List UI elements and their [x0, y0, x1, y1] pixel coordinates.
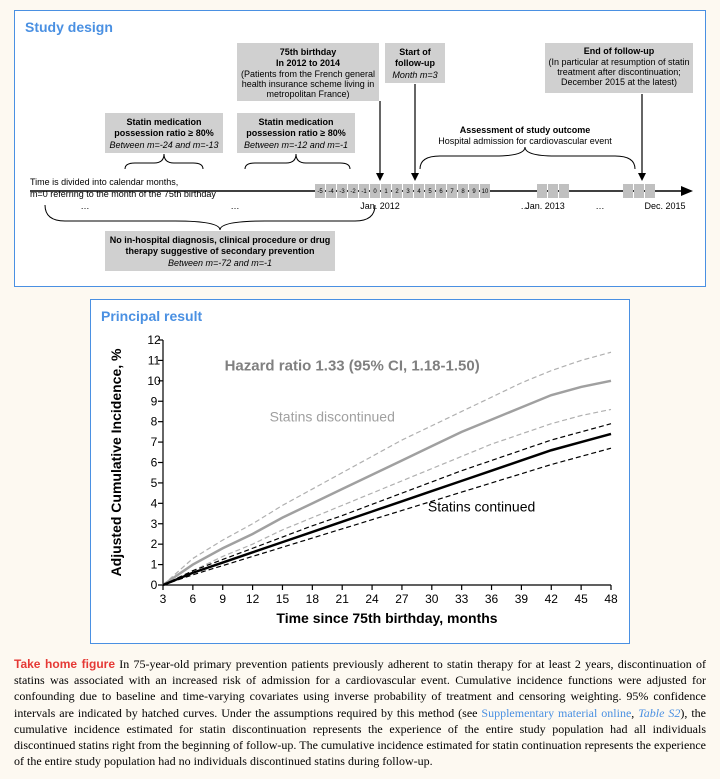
svg-text:10: 10: [147, 374, 161, 388]
svg-text:Month m=3: Month m=3: [392, 70, 437, 80]
svg-text:2: 2: [151, 537, 158, 551]
svg-text:No in-hospital diagnosis, clin: No in-hospital diagnosis, clinical proce…: [110, 235, 331, 245]
svg-text:possession ratio ≥ 80%: possession ratio ≥ 80%: [114, 128, 213, 138]
svg-text:Start of: Start of: [399, 47, 432, 57]
svg-text:24: 24: [365, 592, 379, 606]
svg-text:End of follow-up: End of follow-up: [584, 46, 655, 56]
svg-text:5: 5: [151, 476, 158, 490]
svg-text:12: 12: [147, 333, 161, 347]
svg-text:(In particular at resumption o: (In particular at resumption of statin: [548, 57, 689, 67]
svg-text:33: 33: [455, 592, 469, 606]
svg-text:-2: -2: [350, 189, 356, 195]
svg-text:42: 42: [545, 592, 559, 606]
svg-text:(Patients from the French gene: (Patients from the French general: [241, 69, 375, 79]
svg-text:Between m=-12 and m=-1: Between m=-12 and m=-1: [244, 140, 348, 150]
svg-text:12: 12: [246, 592, 260, 606]
svg-text:75th birthday: 75th birthday: [280, 47, 337, 57]
svg-text:health insurance scheme living: health insurance scheme living in: [242, 79, 375, 89]
svg-text:metropolitan France): metropolitan France): [266, 89, 349, 99]
svg-text:therapy suggestive of secondar: therapy suggestive of secondary preventi…: [125, 246, 314, 256]
svg-text:Dec. 2015: Dec. 2015: [644, 201, 685, 211]
svg-text:18: 18: [306, 592, 320, 606]
supp-material-link[interactable]: Supplementary material online: [481, 706, 631, 720]
svg-text:Statins continued: Statins continued: [428, 499, 535, 515]
svg-text:Statins discontinued: Statins discontinued: [270, 409, 395, 425]
svg-text:…: …: [231, 201, 240, 211]
svg-text:Jan. 2013: Jan. 2013: [525, 201, 565, 211]
svg-text:45: 45: [574, 592, 588, 606]
svg-text:6: 6: [190, 592, 197, 606]
figure-container: Study design 75th birthday In 2012 to 20…: [0, 0, 720, 779]
svg-text:6: 6: [151, 456, 158, 470]
svg-text:-5: -5: [317, 189, 323, 195]
principal-result-title: Principal result: [101, 308, 619, 324]
study-design-panel: Study design 75th birthday In 2012 to 20…: [14, 10, 706, 287]
svg-text:7: 7: [151, 435, 158, 449]
study-design-title: Study design: [25, 19, 695, 35]
svg-text:-1: -1: [361, 189, 367, 195]
svg-text:1: 1: [151, 558, 158, 572]
svg-text:9: 9: [151, 394, 158, 408]
svg-text:…: …: [81, 201, 90, 211]
svg-text:39: 39: [515, 592, 529, 606]
figure-caption: Take home figure In 75-year-old primary …: [14, 656, 706, 769]
svg-text:-4: -4: [328, 189, 334, 195]
svg-text:Between m=-72 and m=-1: Between m=-72 and m=-1: [168, 258, 272, 268]
svg-text:4: 4: [151, 496, 158, 510]
svg-text:Jan. 2012: Jan. 2012: [360, 201, 400, 211]
svg-text:48: 48: [604, 592, 618, 606]
svg-text:30: 30: [425, 592, 439, 606]
svg-text:…: …: [596, 201, 605, 211]
svg-text:0: 0: [151, 578, 158, 592]
svg-text:In 2012 to 2014: In 2012 to 2014: [276, 58, 340, 68]
svg-text:Time is divided into calendar: Time is divided into calendar months,: [30, 177, 178, 187]
svg-text:11: 11: [148, 353, 161, 367]
svg-text:Statin medication: Statin medication: [258, 117, 333, 127]
svg-text:-3: -3: [339, 189, 345, 195]
svg-text:Hazard ratio 1.33 (95% CI, 1.1: Hazard ratio 1.33 (95% CI, 1.18-1.50): [225, 358, 480, 375]
svg-text:27: 27: [395, 592, 409, 606]
svg-text:Adjusted Cumulative Incidence,: Adjusted Cumulative Incidence, %: [108, 348, 124, 576]
svg-text:8: 8: [151, 415, 158, 429]
svg-text:Time since 75th birthday, mont: Time since 75th birthday, months: [276, 610, 497, 626]
svg-text:Statin medication: Statin medication: [126, 117, 201, 127]
svg-text:December 2015 at the latest): December 2015 at the latest): [561, 77, 677, 87]
svg-text:3: 3: [151, 517, 158, 531]
svg-text:follow-up: follow-up: [395, 58, 435, 68]
study-design-svg: 75th birthday In 2012 to 2014 (Patients …: [25, 41, 695, 273]
svg-text:15: 15: [276, 592, 290, 606]
svg-text:Hospital admission for cardiov: Hospital admission for cardiovascular ev…: [438, 136, 612, 146]
principal-result-panel: Principal result 01234567891011123691215…: [90, 299, 630, 644]
table-s2-link[interactable]: Table S2: [638, 706, 680, 720]
svg-text:possession ratio ≥ 80%: possession ratio ≥ 80%: [246, 128, 345, 138]
svg-text:10: 10: [482, 189, 489, 195]
svg-text:9: 9: [219, 592, 226, 606]
svg-text:treatment after discontinuatio: treatment after discontinuation;: [557, 67, 681, 77]
svg-text:Between m=-24 and m=-13: Between m=-24 and m=-13: [109, 140, 218, 150]
svg-text:21: 21: [336, 592, 350, 606]
svg-text:3: 3: [160, 592, 167, 606]
cumulative-incidence-chart: 0123456789101112369121518212427303336394…: [101, 330, 621, 630]
svg-text:Assessment of study outcome: Assessment of study outcome: [460, 125, 591, 135]
svg-text:36: 36: [485, 592, 499, 606]
caption-heading: Take home figure: [14, 657, 115, 671]
